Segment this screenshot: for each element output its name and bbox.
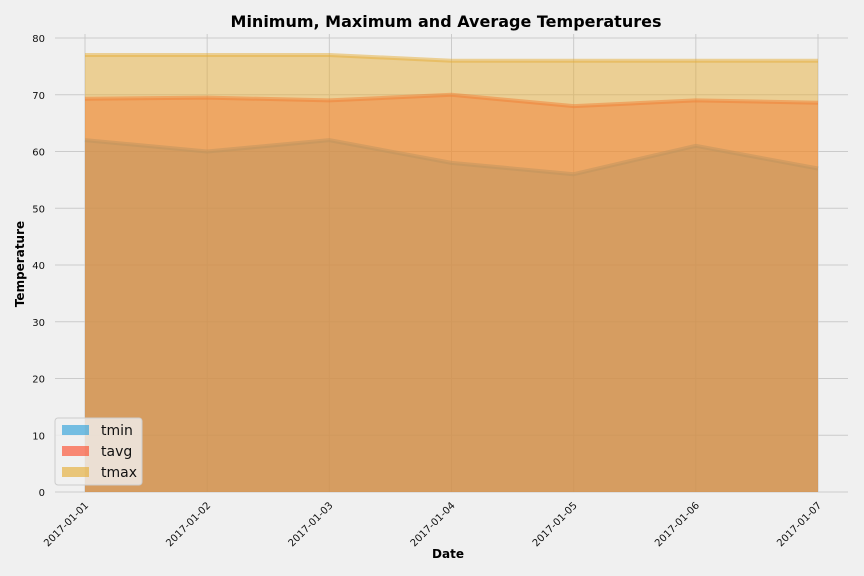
legend-swatch-tmin (62, 425, 89, 435)
y-tick-label: 0 (39, 488, 45, 499)
y-tick-label: 70 (32, 91, 45, 102)
area-tmax (85, 55, 818, 493)
y-tick-label: 10 (32, 431, 45, 442)
x-tick-label: 2017-01-03 (287, 500, 336, 549)
chart-title: Minimum, Maximum and Average Temperature… (231, 12, 662, 31)
x-axis-label: Date (432, 547, 464, 561)
x-tick-label: 2017-01-01 (42, 500, 91, 549)
y-tick-label: 30 (32, 318, 45, 329)
y-tick-label: 60 (32, 148, 45, 159)
legend-swatch-tmax (62, 467, 89, 477)
legend-swatch-tavg (62, 446, 89, 456)
y-tick-label: 20 (32, 375, 45, 386)
y-tick-label: 80 (32, 34, 45, 45)
y-axis-label: Temperature (13, 221, 27, 307)
x-tick-label: 2017-01-07 (775, 500, 824, 549)
legend-label-tmin: tmin (101, 423, 133, 439)
x-tick-label: 2017-01-04 (409, 500, 458, 549)
legend: tmin tavg tmax (54, 417, 143, 486)
y-tick-label: 50 (32, 204, 45, 215)
area-layer (84, 53, 819, 493)
x-tick-label: 2017-01-02 (164, 500, 213, 549)
legend-label-tmax: tmax (101, 465, 137, 481)
x-tick-label: 2017-01-06 (653, 500, 702, 549)
x-tick-label: 2017-01-05 (531, 500, 580, 549)
y-tick-label: 40 (32, 261, 45, 272)
legend-label-tavg: tavg (101, 444, 132, 460)
